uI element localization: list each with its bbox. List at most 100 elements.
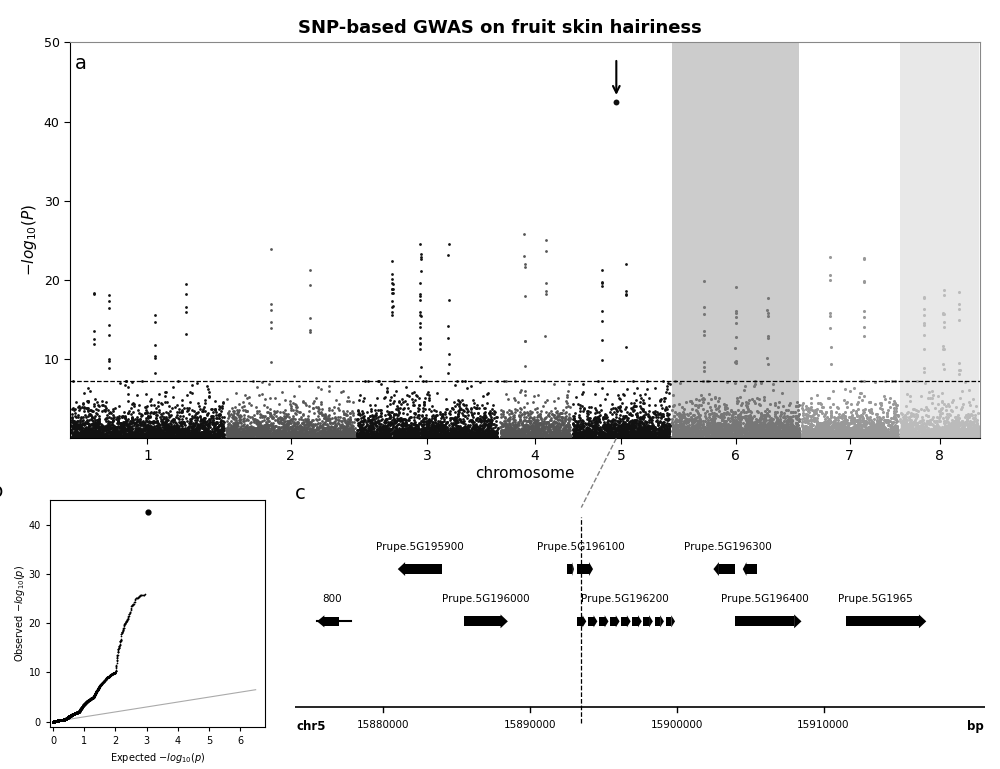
- Point: [52, 714, 68, 726]
- Point: [58, 713, 74, 725]
- Point: [699, 431, 715, 444]
- Point: [427, 429, 443, 441]
- Point: [633, 431, 649, 444]
- Point: [268, 410, 284, 422]
- Point: [50, 714, 66, 727]
- Point: [60, 711, 76, 724]
- Point: [47, 715, 63, 727]
- Point: [58, 713, 74, 725]
- Point: [546, 428, 562, 440]
- Point: [738, 410, 754, 422]
- Point: [688, 422, 704, 434]
- Point: [943, 431, 959, 444]
- Point: [104, 428, 120, 441]
- Point: [514, 408, 530, 420]
- Point: [392, 430, 408, 442]
- Point: [376, 431, 392, 443]
- Point: [442, 427, 458, 439]
- Point: [591, 423, 607, 435]
- Point: [499, 429, 515, 441]
- Point: [63, 709, 79, 721]
- Point: [55, 714, 71, 726]
- Point: [60, 711, 76, 724]
- Point: [454, 408, 470, 420]
- Point: [58, 713, 74, 725]
- Point: [475, 428, 491, 441]
- Point: [727, 431, 743, 443]
- Point: [51, 714, 67, 727]
- Point: [58, 713, 74, 725]
- Point: [650, 431, 666, 444]
- Point: [66, 707, 82, 720]
- Point: [482, 404, 498, 417]
- Point: [519, 406, 535, 418]
- Point: [686, 431, 702, 444]
- Point: [463, 406, 479, 418]
- Point: [69, 429, 85, 441]
- Point: [62, 710, 78, 722]
- Point: [335, 428, 351, 441]
- Point: [790, 404, 806, 416]
- Point: [502, 431, 518, 443]
- Point: [51, 714, 67, 727]
- Point: [164, 424, 180, 437]
- Point: [618, 425, 634, 438]
- Point: [967, 419, 983, 431]
- Point: [296, 422, 312, 434]
- Point: [95, 676, 111, 688]
- Point: [55, 714, 71, 726]
- Point: [552, 425, 568, 438]
- Point: [73, 422, 89, 434]
- Point: [69, 707, 85, 719]
- Point: [53, 714, 69, 726]
- Point: [673, 428, 689, 440]
- Point: [54, 714, 70, 726]
- Point: [50, 714, 66, 727]
- Point: [54, 714, 70, 726]
- Point: [948, 401, 964, 414]
- Point: [48, 715, 64, 727]
- Point: [54, 714, 70, 726]
- Point: [55, 714, 71, 726]
- Point: [295, 427, 311, 439]
- Point: [454, 425, 470, 438]
- Point: [505, 424, 521, 436]
- Point: [185, 424, 201, 437]
- Point: [266, 431, 282, 444]
- Point: [300, 415, 316, 428]
- Point: [853, 387, 869, 399]
- Point: [47, 715, 63, 727]
- Point: [303, 418, 319, 430]
- Point: [864, 431, 880, 444]
- Point: [47, 715, 63, 727]
- Point: [68, 707, 84, 719]
- Point: [72, 416, 88, 428]
- Point: [50, 714, 66, 727]
- Point: [73, 702, 89, 714]
- Point: [61, 711, 77, 723]
- Point: [128, 423, 144, 435]
- Point: [47, 715, 63, 727]
- Point: [225, 409, 241, 421]
- Point: [363, 424, 379, 437]
- Point: [588, 417, 604, 429]
- Point: [243, 424, 259, 437]
- Point: [582, 431, 598, 444]
- Point: [478, 424, 494, 436]
- Point: [429, 421, 445, 433]
- Point: [51, 714, 67, 727]
- Point: [81, 694, 97, 706]
- Point: [160, 423, 176, 435]
- Point: [362, 398, 378, 411]
- Point: [942, 424, 958, 436]
- Point: [86, 691, 102, 704]
- Point: [49, 714, 65, 727]
- Point: [286, 417, 302, 429]
- Point: [825, 384, 841, 397]
- Point: [962, 431, 978, 444]
- Point: [103, 422, 119, 434]
- Point: [81, 423, 97, 435]
- Point: [720, 418, 736, 430]
- Point: [46, 715, 62, 727]
- Point: [59, 712, 75, 724]
